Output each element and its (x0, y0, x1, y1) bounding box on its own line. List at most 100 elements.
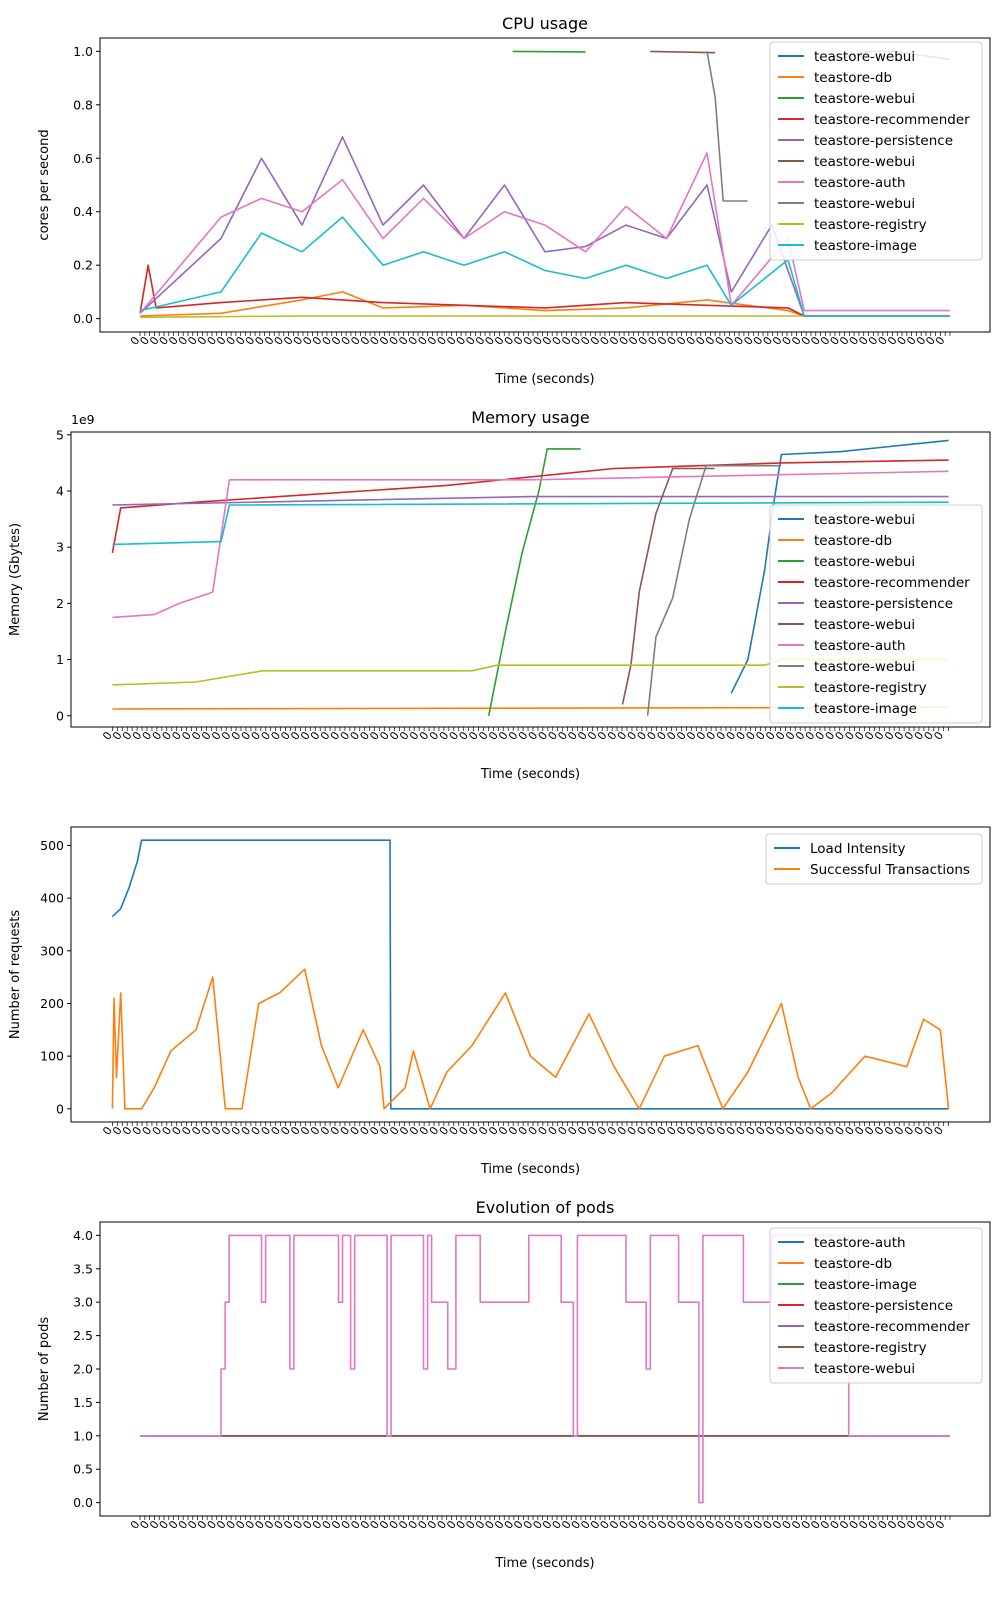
y-tick-label: 2 (56, 596, 64, 611)
legend-entry: teastore-webui (814, 512, 915, 528)
legend-entry: teastore-recommender (814, 575, 970, 591)
y-tick-label: 2.0 (73, 1362, 93, 1377)
legend-entry: teastore-db (814, 533, 892, 549)
series-line-1 (140, 291, 950, 317)
series-line-6 (139, 152, 950, 314)
series-lines (111, 839, 950, 1110)
legend-entry: Successful Transactions (810, 862, 970, 878)
legend-entry: teastore-webui (814, 617, 915, 633)
legend-box (765, 833, 983, 885)
chart-0: CPU usage0.00.20.40.60.81.00000000000000… (37, 14, 991, 387)
legend-entry: teastore-recommender (814, 1319, 970, 1335)
y-tick-label: 0.2 (73, 258, 93, 273)
series-line-0 (111, 839, 949, 1110)
y-axis-label: cores per second (37, 129, 52, 240)
legend-entry: teastore-persistence (814, 596, 953, 612)
legend-entry: teastore-image (814, 238, 917, 254)
y-tick-label: 3.0 (73, 1295, 93, 1310)
legend-entry: teastore-recommender (814, 112, 970, 128)
chart-1: Memory usage1e90123450000000000000000000… (8, 408, 991, 782)
chart-title: Memory usage (471, 408, 589, 427)
legend-entry: teastore-webui (814, 1361, 915, 1377)
legend-entry: teastore-registry (814, 680, 927, 696)
chart-3: Evolution of pods 0.0 0.5 1.0 1.5 2.0 2.5 3.0 3.… (37, 1198, 991, 1571)
y-tick-label: 1 (56, 652, 64, 667)
series-line-7 (646, 464, 782, 716)
y-tick-label: 0.8 (73, 97, 93, 112)
legend-entry: teastore-image (814, 701, 917, 717)
axes-frame (99, 37, 991, 333)
legend-entry: teastore-db (814, 1256, 892, 1272)
y-tick-label: 1.0 (73, 1428, 93, 1443)
chart-2: 0100200300400500000000000000000000000000… (8, 826, 991, 1177)
y-axis-label: Number of pods (37, 1317, 52, 1421)
series-lines (139, 50, 951, 319)
x-tick-mark: 0 (931, 1124, 946, 1137)
legend-entry: Load Intensity (810, 841, 905, 857)
legend-entry: teastore-webui (814, 554, 915, 570)
y-tick-label: 100 (40, 1049, 64, 1064)
y-tick-label: 5 (56, 427, 64, 442)
legend-box (769, 504, 983, 724)
offset-label: 1e9 (71, 412, 95, 427)
legend-entry: teastore-webui (814, 91, 915, 107)
y-tick-label: 3 (56, 540, 64, 555)
x-axis-label: Time (seconds) (480, 767, 580, 782)
series-line-4 (112, 495, 949, 506)
series-line-3 (139, 264, 950, 317)
chart-title: CPU usage (502, 14, 588, 33)
y-tick-label: 0 (56, 1101, 64, 1116)
legend-entry: teastore-db (814, 70, 892, 86)
y-tick-label: 0.6 (73, 151, 93, 166)
y-tick-label: 4.0 (73, 1228, 93, 1243)
y-tick-label: 0.0 (73, 311, 93, 326)
series-line-7 (706, 51, 748, 202)
y-tick-label: 400 (40, 891, 64, 906)
y-tick-label: 0.5 (73, 1462, 93, 1477)
legend-entry: teastore-registry (814, 217, 927, 233)
legend: teastore-webui teastore-db teastore-webui t… (769, 504, 983, 724)
x-tick-mark: 0 (931, 729, 946, 742)
y-tick-label: 3.5 (73, 1261, 93, 1276)
series-lines (140, 1234, 950, 1504)
legend-entry: teastore-webui (814, 154, 915, 170)
y-tick-label: 500 (40, 838, 64, 853)
legend-entry: teastore-webui (814, 659, 915, 675)
legend: Load Intensity Successful Transactions (765, 833, 983, 885)
legend-entry: teastore-auth (814, 638, 906, 654)
legend-entry: teastore-auth (814, 175, 906, 191)
legend-entry: teastore-image (814, 1277, 917, 1293)
y-tick-label: 0 (56, 708, 64, 723)
series-line-9 (139, 216, 950, 317)
legend-box (769, 41, 983, 261)
y-tick-label: 4 (56, 484, 64, 499)
series-line-1 (111, 968, 950, 1110)
legend: teastore-auth teastore-db teastore-image te… (769, 1227, 983, 1384)
x-axis-label: Time (seconds) (494, 1556, 594, 1571)
y-tick-label: 1.0 (73, 44, 93, 59)
y-axis-label: Number of requests (8, 910, 23, 1039)
y-tick-label: 1.5 (73, 1395, 93, 1410)
y-axis-label: Memory (Gbytes) (8, 523, 23, 636)
series-line-5 (650, 50, 716, 54)
y-tick-label: 0.4 (73, 204, 93, 219)
y-tick-label: 200 (40, 996, 64, 1011)
axes-frame (70, 826, 991, 1123)
x-axis-label: Time (seconds) (480, 1162, 580, 1177)
series-line-5 (621, 467, 715, 705)
y-tick-label: 300 (40, 943, 64, 958)
legend-entry: teastore-persistence (814, 1298, 953, 1314)
chart-title: Evolution of pods (476, 1198, 615, 1217)
y-tick-label: 0.0 (73, 1495, 93, 1510)
legend-entry: teastore-webui (814, 49, 915, 65)
legend-box (769, 1227, 983, 1384)
legend: teastore-webui teastore-db teastore-webui t… (769, 41, 983, 261)
legend-entry: teastore-webui (814, 196, 915, 212)
series-line-2 (487, 448, 581, 716)
series-line-9 (112, 501, 949, 546)
series-line-6 (140, 1234, 950, 1504)
y-tick-label: 2.5 (73, 1328, 93, 1343)
legend-entry: teastore-auth (814, 1235, 906, 1251)
series-line-6 (112, 470, 949, 619)
